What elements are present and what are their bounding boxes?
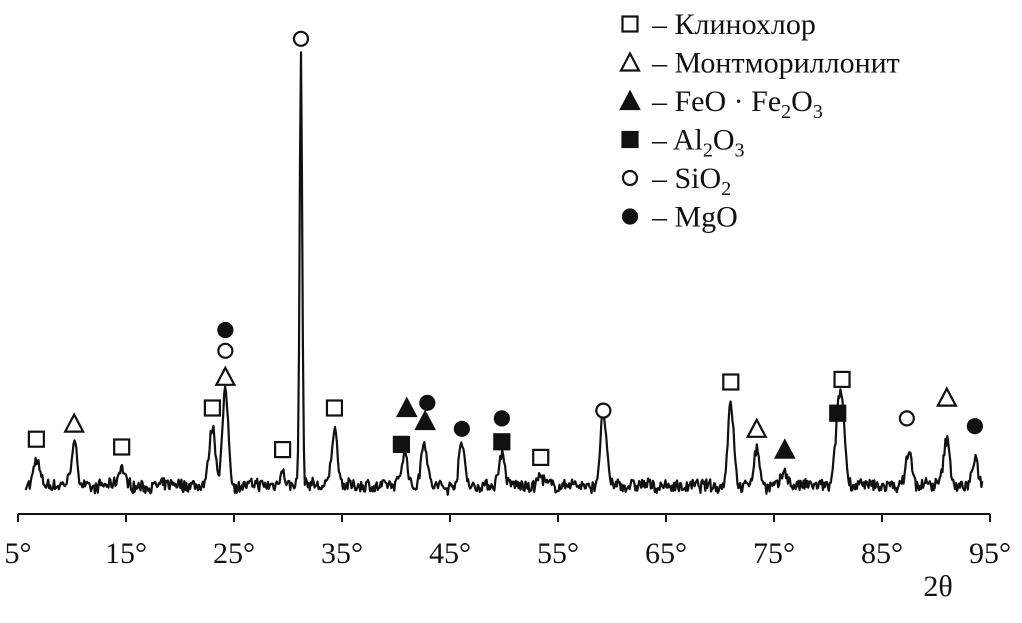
legend-item: – Al2O3: [621, 124, 745, 162]
peak-marker-open-circle: [292, 30, 310, 47]
peak-marker-filled-circle: [493, 410, 510, 427]
peak-marker-filled-triangle: [414, 409, 436, 431]
peak-marker-open-triangle: [214, 365, 237, 386]
x-tick-label: 75°: [753, 537, 795, 570]
peak-marker-open-triangle: [63, 412, 85, 433]
legend-marker-filled-circle: [621, 208, 639, 225]
x-tick-label: 55°: [537, 537, 579, 570]
legend-label: – Al2O3: [651, 124, 745, 162]
legend-item: – MgO: [621, 201, 738, 234]
legend-label: – MgO: [651, 201, 738, 234]
legend-marker-open-triangle: [619, 51, 641, 72]
x-tick-label: 45°: [429, 537, 471, 570]
peak-marker-open-triangle: [745, 417, 768, 438]
x-tick-label: 15°: [105, 537, 147, 570]
x-tick-label: 25°: [213, 537, 255, 570]
x-axis-tick-labels: 5° 15° 25° 35° 45° 55° 65° 75° 85° 95°: [5, 537, 1012, 570]
peak-marker-filled-square: [829, 404, 847, 422]
legend: – Клинохлор – Монтмориллонит – FeO · Fe2O3…: [619, 8, 900, 234]
legend-label: – SiO2: [651, 162, 731, 200]
x-tick-label: 35°: [321, 537, 363, 570]
legend-marker-filled-triangle: [619, 89, 641, 111]
x-tick-label: 5°: [5, 537, 32, 570]
peak-marker-open-circle: [898, 410, 915, 427]
peak-marker-filled-triangle: [773, 438, 796, 459]
x-tick-label: 85°: [861, 537, 903, 570]
peak-marker-open-square: [833, 370, 851, 388]
legend-marker-open-square: [621, 15, 639, 33]
legend-item: – Клинохлор: [621, 8, 816, 41]
plot-area: 5° 15° 25° 35° 45° 55° 65° 75° 85° 95°: [5, 30, 1012, 570]
x-tick-label: 65°: [645, 537, 687, 570]
legend-marker-open-circle: [621, 169, 639, 187]
peak-marker-open-square: [325, 399, 344, 417]
legend-label: – FeO · Fe2O3: [651, 85, 823, 123]
x-axis-ticks: [17, 514, 991, 522]
peak-marker-open-square: [203, 399, 221, 417]
peak-marker-filled-square: [392, 435, 410, 453]
peak-marker-open-circle: [217, 342, 234, 359]
legend-item: – FeO · Fe2O3: [619, 85, 823, 123]
legend-label: – Монтмориллонит: [651, 47, 900, 80]
peak-marker-filled-circle: [966, 418, 983, 435]
peak-marker-filled-circle: [217, 321, 234, 339]
peak-marker-open-square: [274, 441, 292, 459]
peak-marker-filled-circle: [419, 394, 436, 411]
peak-marker-filled-square: [493, 433, 511, 451]
peak-marker-open-square: [27, 430, 45, 448]
peak-marker-open-triangle: [935, 386, 958, 407]
peak-marker-open-square: [113, 438, 131, 456]
x-tick-label: 95°: [969, 537, 1011, 570]
legend-item: – SiO2: [621, 162, 731, 200]
diffractogram-line: [24, 51, 984, 496]
phase-markers: [27, 30, 983, 466]
peak-marker-open-square: [722, 373, 740, 391]
x-axis-label: 2θ: [923, 570, 952, 603]
peak-marker-open-circle: [595, 402, 612, 419]
legend-marker-filled-square: [621, 130, 639, 149]
peak-marker-filled-triangle: [395, 396, 418, 418]
legend-label: – Клинохлор: [651, 8, 816, 41]
peak-marker-filled-circle: [453, 420, 470, 437]
peak-marker-open-square: [532, 448, 550, 466]
legend-item: – Монтмориллонит: [619, 47, 900, 80]
